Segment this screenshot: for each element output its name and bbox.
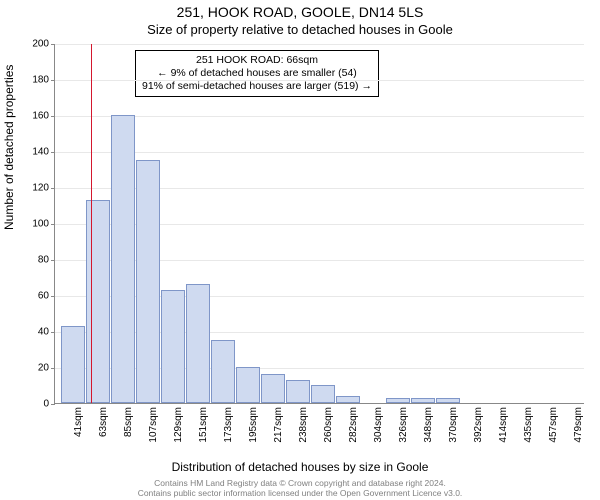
bar [111, 115, 135, 403]
xtick-label: 414sqm [498, 407, 509, 443]
chart-container: 251, HOOK ROAD, GOOLE, DN14 5LS Size of … [0, 0, 600, 500]
ytick-label: 60 [38, 291, 49, 302]
footer-attribution: Contains HM Land Registry data © Crown c… [0, 478, 600, 498]
ytick-mark [51, 332, 55, 333]
xtick-label: 85sqm [123, 407, 134, 437]
bar [161, 290, 185, 403]
ytick-mark [51, 44, 55, 45]
bar [436, 398, 460, 403]
xtick-label: 370sqm [448, 407, 459, 443]
ytick-mark [51, 404, 55, 405]
bar [286, 380, 310, 403]
xtick-label: 326sqm [398, 407, 409, 443]
bar [311, 385, 335, 403]
bar [186, 284, 210, 403]
xtick-label: 238sqm [298, 407, 309, 443]
bar [261, 374, 285, 403]
gridline [55, 80, 584, 81]
ytick-label: 40 [38, 327, 49, 338]
xtick-label: 435sqm [523, 407, 534, 443]
ytick-mark [51, 224, 55, 225]
ytick-mark [51, 188, 55, 189]
bar [136, 160, 160, 403]
xtick-label: 457sqm [548, 407, 559, 443]
bar [86, 200, 110, 403]
footer-line-1: Contains HM Land Registry data © Crown c… [0, 478, 600, 488]
xtick-label: 348sqm [423, 407, 434, 443]
xtick-label: 260sqm [323, 407, 334, 443]
callout-box: 251 HOOK ROAD: 66sqm ← 9% of detached ho… [135, 50, 379, 97]
xtick-label: 282sqm [348, 407, 359, 443]
y-axis-label: Number of detached properties [2, 65, 16, 230]
ytick-label: 20 [38, 363, 49, 374]
ytick-label: 200 [32, 39, 49, 50]
ytick-label: 0 [43, 399, 49, 410]
plot-area: 251 HOOK ROAD: 66sqm ← 9% of detached ho… [54, 44, 584, 404]
xtick-label: 107sqm [148, 407, 159, 443]
ytick-mark [51, 260, 55, 261]
xtick-label: 479sqm [573, 407, 584, 443]
bar [211, 340, 235, 403]
ytick-label: 100 [32, 219, 49, 230]
xtick-label: 129sqm [173, 407, 184, 443]
ytick-mark [51, 296, 55, 297]
xtick-label: 217sqm [273, 407, 284, 443]
bar [411, 398, 435, 403]
ytick-mark [51, 152, 55, 153]
ytick-label: 80 [38, 255, 49, 266]
xtick-label: 173sqm [223, 407, 234, 443]
gridline [55, 44, 584, 45]
callout-line-1: 251 HOOK ROAD: 66sqm [142, 54, 372, 67]
ytick-label: 160 [32, 111, 49, 122]
bar [236, 367, 260, 403]
xtick-label: 151sqm [198, 407, 209, 443]
marker-line [91, 44, 92, 403]
ytick-label: 140 [32, 147, 49, 158]
xtick-label: 41sqm [73, 407, 84, 437]
callout-line-2: ← 9% of detached houses are smaller (54) [142, 67, 372, 80]
ytick-label: 180 [32, 75, 49, 86]
xtick-label: 63sqm [98, 407, 109, 437]
page-title: 251, HOOK ROAD, GOOLE, DN14 5LS [0, 4, 600, 20]
bar [336, 396, 360, 403]
xtick-label: 304sqm [373, 407, 384, 443]
ytick-label: 120 [32, 183, 49, 194]
chart-subtitle: Size of property relative to detached ho… [0, 22, 600, 37]
bar [61, 326, 85, 403]
xtick-label: 195sqm [248, 407, 259, 443]
ytick-mark [51, 80, 55, 81]
x-axis-label: Distribution of detached houses by size … [0, 460, 600, 474]
footer-line-2: Contains public sector information licen… [0, 488, 600, 498]
xtick-label: 392sqm [473, 407, 484, 443]
bar [386, 398, 410, 403]
ytick-mark [51, 368, 55, 369]
ytick-mark [51, 116, 55, 117]
callout-line-3: 91% of semi-detached houses are larger (… [142, 80, 372, 93]
